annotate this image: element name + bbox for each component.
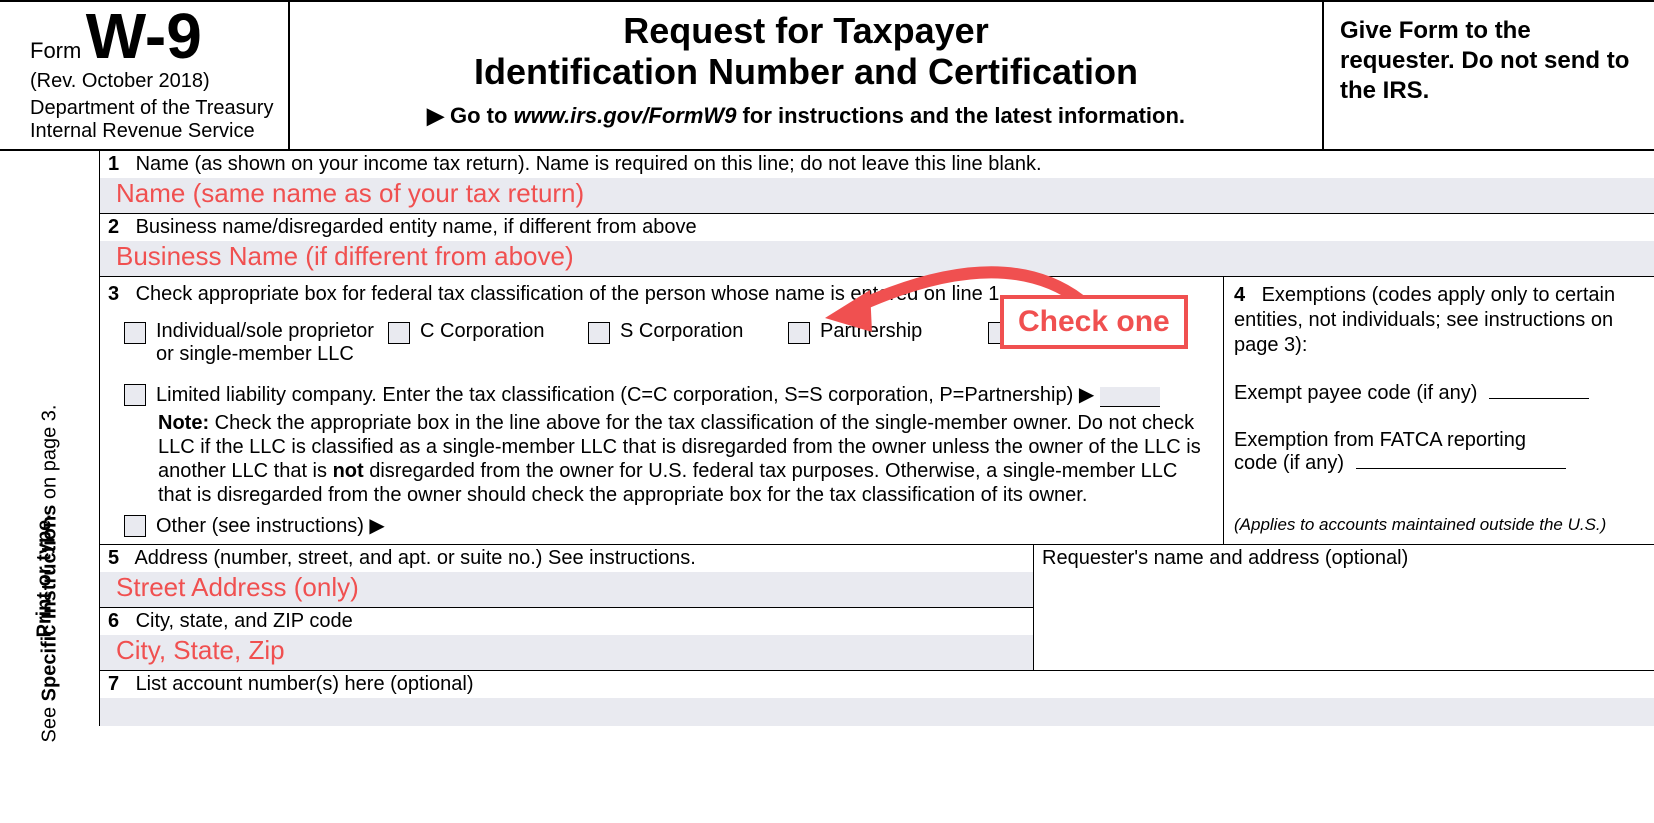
- dept-line-1: Department of the Treasury: [30, 97, 273, 119]
- form-body: Print or type. See Specific Instructions…: [0, 151, 1654, 726]
- header-left: Form W-9 (Rev. October 2018) Department …: [0, 2, 290, 149]
- line-5: 5 Address (number, street, and apt. or s…: [100, 545, 1033, 608]
- line-1: 1 Name (as shown on your income tax retu…: [100, 151, 1654, 214]
- see-prefix: See: [39, 701, 61, 742]
- cb-scorp-item: S Corporation: [588, 320, 788, 366]
- title-line-2: Identification Number and Certification: [474, 51, 1138, 92]
- w9-form: Form W-9 (Rev. October 2018) Department …: [0, 0, 1654, 726]
- goto-suffix: for instructions and the latest informat…: [736, 103, 1185, 128]
- cb-scorp[interactable]: [588, 322, 610, 344]
- revision-date: (Rev. October 2018): [30, 70, 278, 93]
- line-3-text: Check appropriate box for federal tax cl…: [136, 283, 1005, 305]
- requester-label: Requester's name and address (optional): [1042, 547, 1408, 569]
- line-4-label: 4 Exemptions (codes apply only to certai…: [1234, 283, 1644, 358]
- title-line-1: Request for Taxpayer: [623, 10, 988, 51]
- line-5-num: 5: [108, 547, 130, 570]
- fatca-label-1: Exemption from FATCA reporting: [1234, 429, 1526, 451]
- fatca-field: Exemption from FATCA reporting code (if …: [1234, 429, 1644, 475]
- cb-other-label: Other (see instructions) ▶: [156, 513, 385, 538]
- line-4-text: Exemptions (codes apply only to certain …: [1234, 284, 1615, 356]
- give-form-text: Give Form to the requester. Do not send …: [1340, 17, 1629, 104]
- line-2-hint[interactable]: Business Name (if different from above): [100, 241, 1654, 276]
- line-4: 4 Exemptions (codes apply only to certai…: [1224, 277, 1654, 544]
- form-word: Form: [30, 38, 81, 63]
- cb-scorp-label: S Corporation: [620, 320, 743, 343]
- content-area: 1 Name (as shown on your income tax retu…: [100, 151, 1654, 726]
- form-code: W-9: [86, 0, 202, 72]
- llc-classification-input[interactable]: [1100, 387, 1160, 407]
- line-6-label: 6 City, state, and ZIP code: [100, 608, 1033, 635]
- line-1-label: 1 Name (as shown on your income tax retu…: [100, 151, 1654, 178]
- cb-other[interactable]: [124, 515, 146, 537]
- llc-note: Note: Check the appropriate box in the l…: [108, 411, 1215, 507]
- see-bold: Specific Instructions: [39, 504, 61, 701]
- cb-individual[interactable]: [124, 322, 146, 344]
- line-1-hint[interactable]: Name (same name as of your tax return): [100, 178, 1654, 213]
- goto-url: www.irs.gov/FormW9: [514, 103, 737, 128]
- line-4-num: 4: [1234, 283, 1256, 308]
- line-6-hint[interactable]: City, State, Zip: [100, 635, 1033, 670]
- line-7-num: 7: [108, 673, 130, 696]
- cb-partnership[interactable]: [788, 322, 810, 344]
- line-3-num: 3: [108, 283, 130, 306]
- line-2-text: Business name/disregarded entity name, i…: [136, 216, 697, 238]
- line-2: 2 Business name/disregarded entity name,…: [100, 214, 1654, 277]
- goto-instructions: ▶ Go to www.irs.gov/FormW9 for instructi…: [310, 103, 1302, 129]
- cb-partnership-item: Partnership: [788, 320, 988, 366]
- note-bold-2: not: [333, 460, 364, 482]
- left-margin: Print or type. See Specific Instructions…: [0, 151, 100, 726]
- line-7: 7 List account number(s) here (optional): [100, 671, 1654, 726]
- cb-llc[interactable]: [124, 384, 146, 406]
- cb-ccorp[interactable]: [388, 322, 410, 344]
- exempt-payee-field: Exempt payee code (if any): [1234, 382, 1644, 405]
- line-2-label: 2 Business name/disregarded entity name,…: [100, 214, 1654, 241]
- goto-prefix: ▶ Go to: [427, 103, 514, 128]
- cb-llc-item: Limited liability company. Enter the tax…: [108, 382, 1215, 407]
- exempt-payee-input[interactable]: [1489, 398, 1589, 399]
- form-title: Request for Taxpayer Identification Numb…: [310, 10, 1302, 93]
- cb-ccorp-label: C Corporation: [420, 320, 545, 343]
- line-7-input[interactable]: [100, 698, 1654, 726]
- line-7-text: List account number(s) here (optional): [136, 673, 474, 695]
- line-1-text: Name (as shown on your income tax return…: [136, 153, 1042, 175]
- llc-label: Limited liability company. Enter the tax…: [156, 384, 1094, 406]
- line-5-text: Address (number, street, and apt. or sui…: [134, 547, 695, 569]
- cb-individual-item: Individual/sole proprietor or single-mem…: [108, 320, 388, 366]
- line-6-text: City, state, and ZIP code: [136, 610, 353, 632]
- see-suffix: on page 3.: [39, 404, 61, 504]
- header-center: Request for Taxpayer Identification Numb…: [290, 2, 1324, 149]
- see-instructions: See Specific Instructions on page 3.: [39, 342, 62, 742]
- requester-column: Requester's name and address (optional): [1034, 545, 1654, 670]
- fatca-input[interactable]: [1356, 468, 1566, 469]
- annotation-check-one: Check one: [1000, 295, 1188, 349]
- department: Department of the Treasury Internal Reve…: [30, 97, 278, 143]
- cb-individual-label: Individual/sole proprietor or single-mem…: [156, 320, 388, 366]
- note-bold: Note:: [158, 412, 209, 434]
- line-7-label: 7 List account number(s) here (optional): [100, 671, 1654, 698]
- line-3-4-section: 3 Check appropriate box for federal tax …: [100, 277, 1654, 545]
- dept-line-2: Internal Revenue Service: [30, 120, 255, 142]
- cb-ccorp-item: C Corporation: [388, 320, 588, 366]
- exempt-payee-label: Exempt payee code (if any): [1234, 382, 1477, 404]
- line-1-num: 1: [108, 153, 130, 176]
- llc-text: Limited liability company. Enter the tax…: [156, 382, 1215, 407]
- cb-other-item: Other (see instructions) ▶: [108, 513, 1215, 538]
- line-6: 6 City, state, and ZIP code City, State,…: [100, 608, 1033, 670]
- address-column: 5 Address (number, street, and apt. or s…: [100, 545, 1034, 670]
- fatca-applies-note: (Applies to accounts maintained outside …: [1234, 515, 1644, 535]
- line-6-num: 6: [108, 610, 130, 633]
- form-header: Form W-9 (Rev. October 2018) Department …: [0, 0, 1654, 151]
- cb-partnership-label: Partnership: [820, 320, 922, 343]
- header-right: Give Form to the requester. Do not send …: [1324, 2, 1654, 149]
- fatca-label-2: code (if any): [1234, 452, 1344, 474]
- line-5-label: 5 Address (number, street, and apt. or s…: [100, 545, 1033, 572]
- line-5-6-section: 5 Address (number, street, and apt. or s…: [100, 545, 1654, 671]
- line-2-num: 2: [108, 216, 130, 239]
- line-5-hint[interactable]: Street Address (only): [100, 572, 1033, 607]
